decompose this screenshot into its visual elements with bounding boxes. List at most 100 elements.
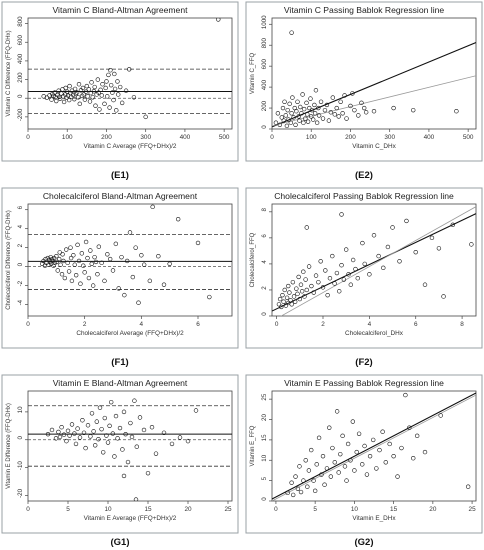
data-point <box>195 240 201 246</box>
data-point <box>73 272 79 278</box>
plot-area <box>271 203 477 317</box>
data-point <box>92 443 98 448</box>
data-point <box>59 425 64 430</box>
data-point <box>91 429 96 434</box>
data-point <box>336 470 341 475</box>
data-point <box>89 261 94 266</box>
data-point <box>75 426 80 431</box>
data-point <box>293 122 298 128</box>
data-point <box>150 204 155 210</box>
y-tick-label: 0 <box>261 497 268 501</box>
data-point <box>399 445 404 451</box>
data-point <box>340 433 345 439</box>
x-tick-label: 10 <box>351 506 359 513</box>
data-point <box>145 470 151 476</box>
data-point <box>76 82 82 87</box>
data-point <box>93 103 98 108</box>
panel-caption: (F1) <box>111 357 128 368</box>
data-point <box>279 304 284 310</box>
data-point <box>305 484 310 489</box>
data-point <box>344 478 349 483</box>
data-point <box>83 239 89 245</box>
data-point <box>290 492 296 498</box>
data-point <box>124 258 130 264</box>
data-point <box>341 277 347 282</box>
data-point <box>404 218 409 224</box>
data-point <box>298 489 304 495</box>
data-point <box>62 275 68 281</box>
data-point <box>289 30 294 35</box>
data-point <box>56 88 61 93</box>
data-point <box>131 95 137 100</box>
data-point <box>108 82 114 88</box>
x-tick-label: 25 <box>469 506 477 513</box>
data-point <box>113 241 119 247</box>
data-point <box>301 106 307 112</box>
data-point <box>77 435 83 440</box>
data-point <box>294 108 299 114</box>
data-point <box>82 270 87 275</box>
data-point <box>371 437 376 443</box>
plot-area <box>27 390 233 502</box>
plot-area <box>27 203 233 317</box>
data-point <box>320 116 326 121</box>
data-point <box>96 436 101 442</box>
data-point <box>346 272 351 277</box>
data-point <box>441 294 446 299</box>
data-point <box>342 464 348 469</box>
data-point <box>291 294 297 299</box>
data-point <box>81 263 86 268</box>
y-tick-label: 5 <box>261 476 268 480</box>
data-point <box>298 282 304 287</box>
panel-caption: (G2) <box>355 537 374 548</box>
data-point <box>84 83 90 89</box>
panel-caption: (G1) <box>111 537 130 548</box>
data-point <box>348 458 353 463</box>
data-point <box>320 285 326 290</box>
x-tick-label: 100 <box>62 134 73 141</box>
data-point <box>324 102 330 108</box>
x-tick-label: 6 <box>414 321 418 328</box>
x-tick-label: 300 <box>384 134 395 141</box>
data-point <box>73 441 79 447</box>
y-tick-label: 8 <box>261 208 268 212</box>
data-point <box>403 392 408 398</box>
data-point <box>299 289 305 294</box>
data-point <box>318 259 323 264</box>
plot-area <box>27 17 233 130</box>
regression-line <box>272 392 476 500</box>
y-tick-label: -200 <box>17 108 24 121</box>
data-point <box>295 291 300 297</box>
data-point <box>57 434 63 440</box>
data-point <box>110 431 116 436</box>
data-point <box>312 111 318 116</box>
data-point <box>385 244 391 250</box>
data-point <box>80 418 85 423</box>
data-point <box>354 449 359 455</box>
data-point <box>134 444 140 449</box>
data-point <box>301 120 306 125</box>
data-point <box>216 18 221 22</box>
x-tick-label: 200 <box>101 134 112 141</box>
data-point <box>104 79 109 84</box>
data-point <box>56 429 61 435</box>
data-point <box>296 114 301 119</box>
data-point <box>106 72 111 78</box>
y-tick-label: -2 <box>17 280 24 286</box>
data-point <box>319 472 324 477</box>
y-tick-label: 4 <box>17 224 24 228</box>
data-point <box>95 272 100 277</box>
data-point <box>69 88 75 93</box>
data-point <box>309 114 314 119</box>
identity-line <box>280 206 476 316</box>
data-point <box>49 427 55 433</box>
data-point <box>465 484 471 489</box>
data-point <box>90 95 95 100</box>
data-point <box>77 101 82 107</box>
data-point <box>98 87 103 93</box>
data-point <box>334 409 340 414</box>
data-point <box>288 120 294 125</box>
y-tick-label: 800 <box>17 16 24 27</box>
data-point <box>280 105 286 111</box>
data-point <box>91 89 97 94</box>
